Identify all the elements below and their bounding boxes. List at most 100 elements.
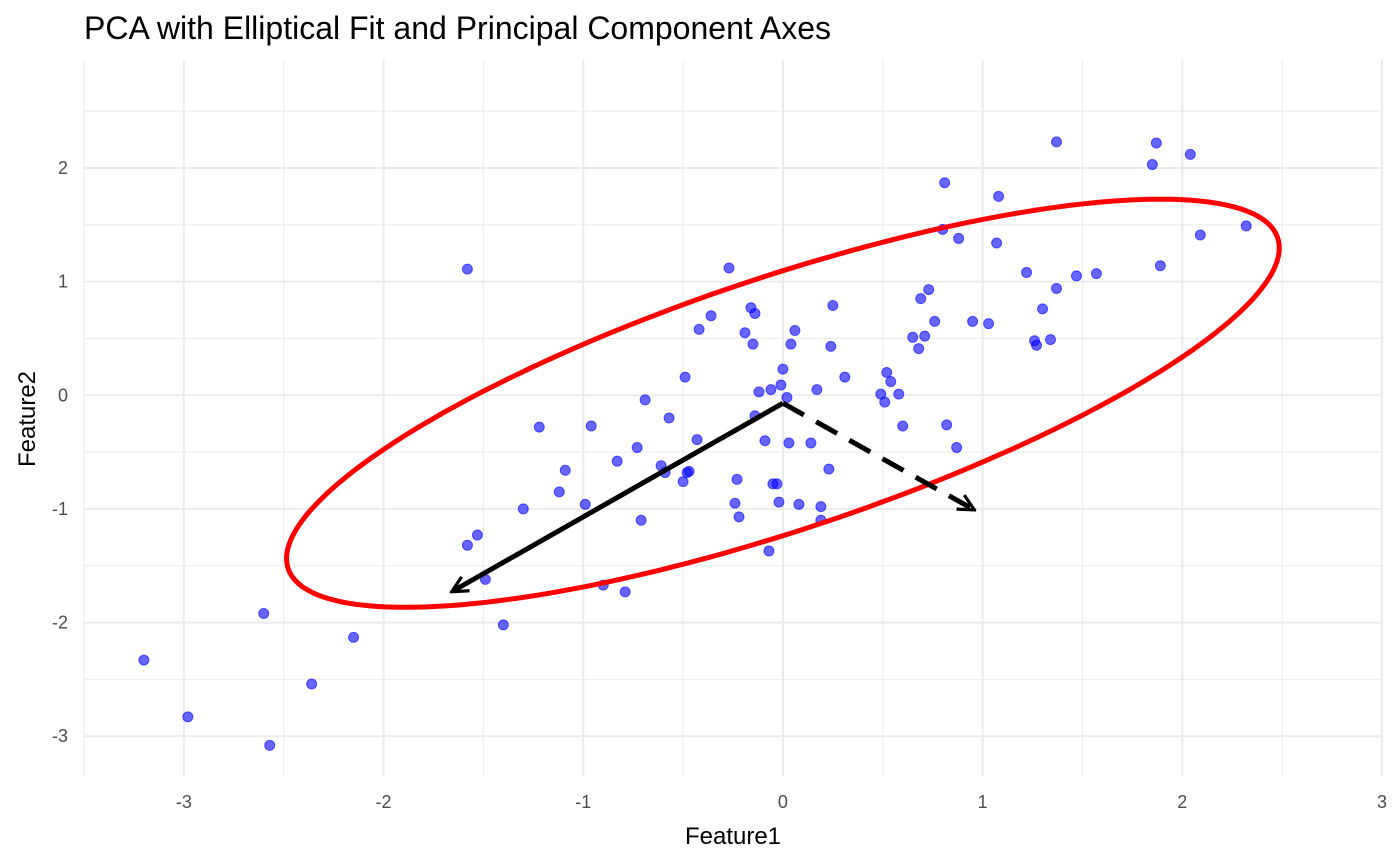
data-point bbox=[953, 232, 965, 244]
data-point bbox=[991, 237, 1003, 249]
data-point bbox=[348, 631, 360, 643]
data-point bbox=[585, 420, 597, 432]
x-tick-label: 3 bbox=[1377, 792, 1387, 812]
data-point bbox=[1184, 148, 1196, 160]
data-point bbox=[705, 310, 717, 322]
data-point bbox=[691, 434, 703, 446]
data-point bbox=[967, 315, 979, 327]
data-point bbox=[635, 514, 647, 526]
data-point bbox=[773, 496, 785, 508]
x-tick-label: -2 bbox=[376, 792, 392, 812]
data-point bbox=[461, 539, 473, 551]
data-point bbox=[553, 486, 565, 498]
data-point bbox=[827, 299, 839, 311]
y-tick-label: 0 bbox=[58, 385, 68, 405]
data-point bbox=[805, 437, 817, 449]
data-point bbox=[993, 190, 1005, 202]
data-point bbox=[264, 739, 276, 751]
data-point bbox=[753, 386, 765, 398]
data-point bbox=[793, 498, 805, 510]
data-point bbox=[763, 545, 775, 557]
data-point bbox=[619, 586, 631, 598]
ellipse-layer bbox=[284, 196, 1282, 610]
data-point bbox=[907, 331, 919, 343]
y-tick-label: 2 bbox=[58, 158, 68, 178]
y-tick-label: 1 bbox=[58, 272, 68, 292]
y-tick-label: -1 bbox=[52, 499, 68, 519]
y-axis-ticks: -3 -2 -1 0 1 2 bbox=[52, 158, 68, 746]
data-point bbox=[897, 420, 909, 432]
data-point bbox=[913, 343, 925, 355]
data-point bbox=[1021, 267, 1033, 279]
data-point bbox=[765, 384, 777, 396]
x-axis-ticks: -3 -2 -1 0 1 2 3 bbox=[176, 792, 1387, 812]
x-tick-label: -3 bbox=[176, 792, 192, 812]
data-point bbox=[811, 384, 823, 396]
data-point bbox=[789, 324, 801, 336]
data-point bbox=[693, 323, 705, 335]
data-point bbox=[729, 497, 741, 509]
data-point bbox=[893, 388, 905, 400]
data-point bbox=[929, 315, 941, 327]
fit-ellipse bbox=[284, 196, 1282, 610]
data-point bbox=[677, 476, 689, 488]
data-point bbox=[747, 338, 759, 350]
data-point bbox=[923, 284, 935, 296]
data-point bbox=[611, 455, 623, 467]
data-point bbox=[915, 293, 927, 305]
data-point bbox=[679, 371, 691, 383]
data-point bbox=[723, 262, 735, 274]
data-point bbox=[739, 327, 751, 339]
data-point bbox=[783, 437, 795, 449]
y-tick-label: -3 bbox=[52, 726, 68, 746]
chart-title: PCA with Elliptical Fit and Principal Co… bbox=[84, 10, 832, 46]
data-point bbox=[1051, 136, 1063, 148]
data-point bbox=[879, 396, 891, 408]
data-point bbox=[306, 678, 318, 690]
data-point bbox=[639, 394, 651, 406]
pc1-arrow bbox=[453, 401, 785, 591]
data-point bbox=[1070, 270, 1082, 282]
data-point bbox=[533, 421, 545, 433]
x-tick-label: 1 bbox=[978, 792, 988, 812]
data-point bbox=[941, 419, 953, 431]
data-point bbox=[823, 463, 835, 475]
data-point bbox=[497, 619, 509, 631]
x-tick-label: 0 bbox=[778, 792, 788, 812]
data-point bbox=[881, 367, 893, 379]
grid-minor-lines bbox=[83, 60, 1382, 776]
data-point bbox=[749, 307, 761, 319]
data-point bbox=[461, 263, 473, 275]
x-tick-label: -1 bbox=[575, 792, 591, 812]
pc-axes bbox=[453, 401, 972, 591]
data-point bbox=[258, 607, 270, 619]
data-point bbox=[1037, 303, 1049, 315]
data-point bbox=[839, 371, 851, 383]
data-point bbox=[559, 464, 571, 476]
data-point bbox=[631, 442, 643, 454]
data-point bbox=[1194, 229, 1206, 241]
data-point bbox=[939, 177, 951, 189]
data-point bbox=[1045, 334, 1057, 346]
x-axis-title: Feature1 bbox=[685, 823, 781, 850]
data-point bbox=[663, 412, 675, 424]
data-point bbox=[1150, 137, 1162, 149]
data-point bbox=[579, 498, 591, 510]
data-point bbox=[775, 379, 787, 391]
data-point bbox=[771, 478, 783, 490]
y-tick-label: -2 bbox=[52, 613, 68, 633]
y-axis-title: Feature2 bbox=[14, 371, 41, 467]
data-point bbox=[777, 363, 789, 375]
data-point bbox=[885, 376, 897, 388]
data-point bbox=[825, 340, 837, 352]
data-point bbox=[517, 503, 529, 515]
data-point bbox=[919, 330, 931, 342]
data-point bbox=[951, 442, 963, 454]
data-point bbox=[781, 392, 793, 404]
x-tick-label: 2 bbox=[1177, 792, 1187, 812]
data-point bbox=[785, 338, 797, 350]
data-point bbox=[759, 435, 771, 447]
data-point bbox=[731, 473, 743, 485]
data-point bbox=[733, 511, 745, 523]
